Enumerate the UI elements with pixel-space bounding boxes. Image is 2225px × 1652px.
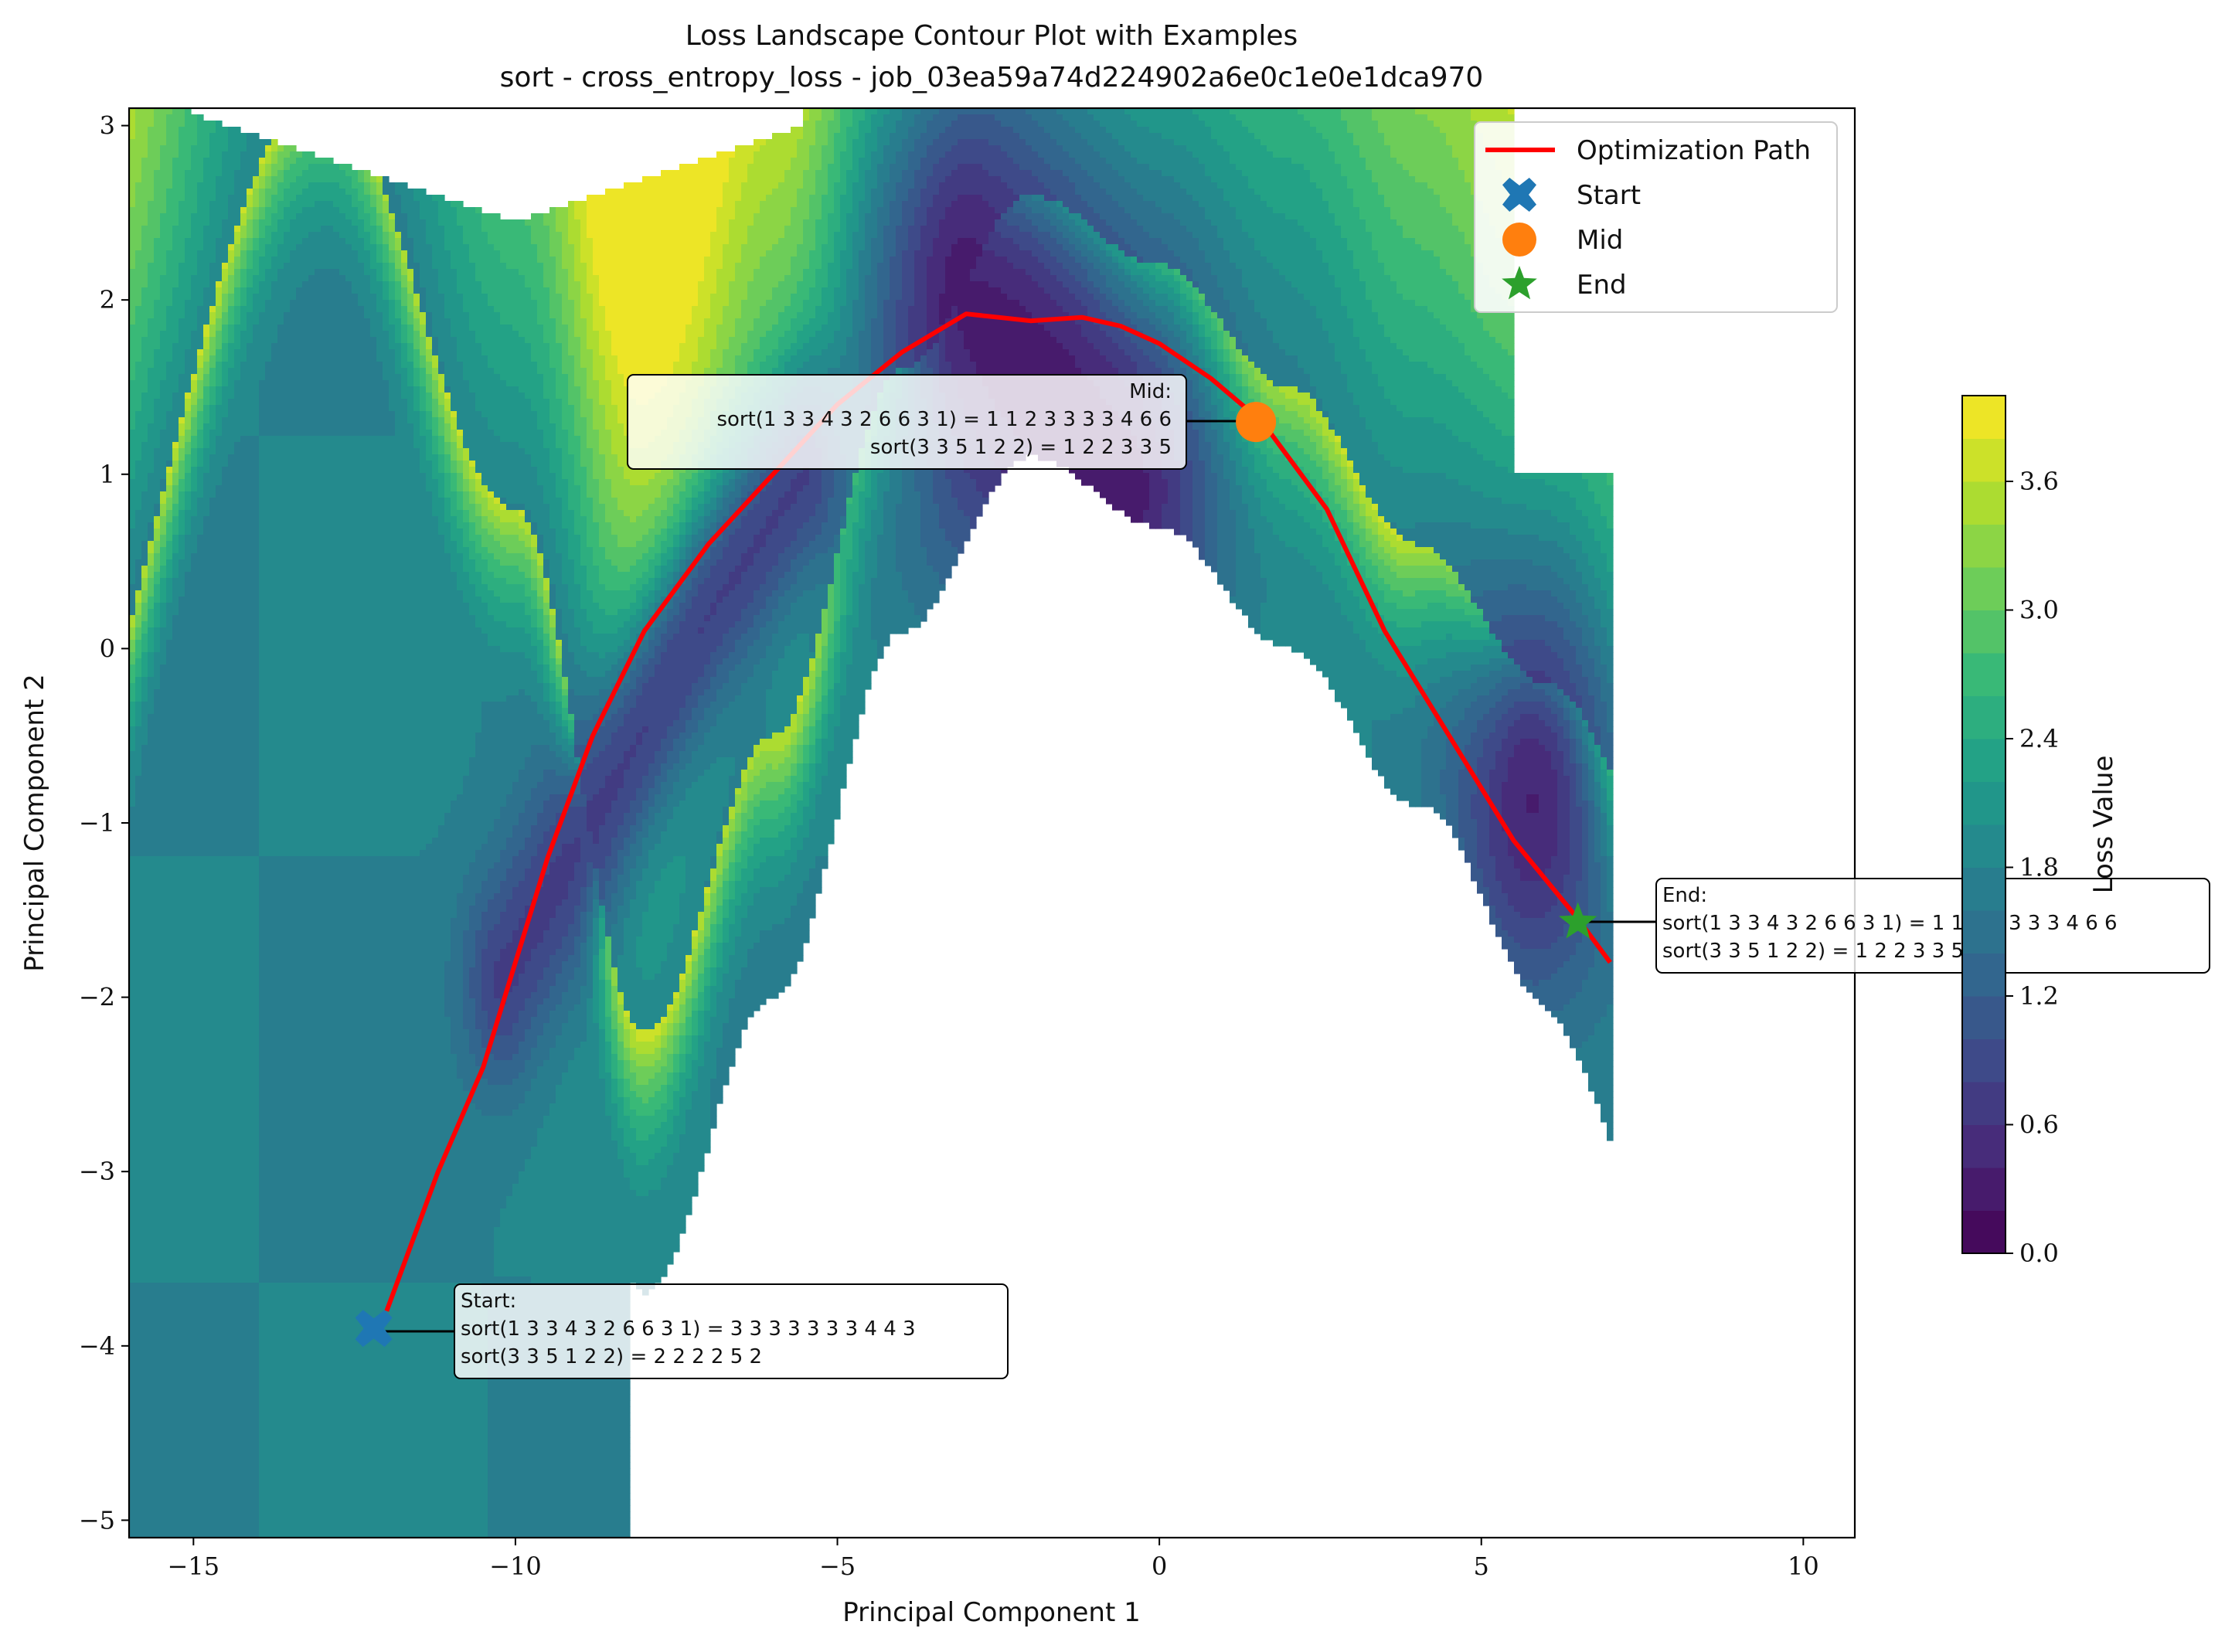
legend-label-path: Optimization Path [1577,135,1811,166]
legend-label-end: End [1577,270,1627,301]
colorbar-band [1962,1168,2006,1211]
annotation-start-header: Start: [461,1290,516,1313]
legend-label-mid: Mid [1577,225,1623,256]
colorbar-band [1962,396,2006,439]
y-tick-label: −5 [79,1505,115,1535]
x-tick-label: 0 [1152,1552,1167,1581]
colorbar-tick-label: 3.0 [2019,596,2059,625]
legend-label-start: Start [1577,180,1641,211]
x-tick-label: −15 [168,1552,220,1581]
colorbar-band [1962,567,2006,610]
y-tick-label: 2 [100,285,115,314]
annotation-start-line2: sort(3 3 5 1 2 2) = 2 2 2 2 5 2 [461,1345,762,1368]
x-axis-label: Principal Component 1 [842,1597,1141,1628]
marker-mid [1236,402,1276,442]
colorbar-band [1962,696,2006,739]
y-tick-label: 3 [100,111,115,141]
y-tick-label: −4 [79,1331,115,1361]
y-tick-label: −3 [79,1157,115,1186]
colorbar-band [1962,525,2006,568]
legend-swatch-mid [1502,223,1536,257]
y-tick-label: 0 [100,634,115,663]
colorbar-tick-label: 1.2 [2019,981,2059,1011]
x-tick-label: 5 [1474,1552,1489,1581]
colorbar-band [1962,1082,2006,1125]
chart-title: Loss Landscape Contour Plot with Example… [686,20,1298,52]
colorbar-tick-label: 0.0 [2019,1239,2059,1268]
colorbar-tick-label: 3.6 [2019,467,2059,496]
colorbar-band [1962,824,2006,868]
y-tick-label: −1 [79,808,115,838]
annotation-start: Start: sort(1 3 3 4 3 2 6 6 3 1) = 3 3 3… [375,1284,1008,1378]
colorbar-tick-label: 1.8 [2019,853,2059,882]
colorbar-band [1962,1039,2006,1083]
x-tick-label: 10 [1788,1552,1819,1581]
annotation-end-line1: sort(1 3 3 4 3 2 6 6 3 1) = 1 1 2 3 3 3 … [1662,912,2118,935]
colorbar-band [1962,653,2006,696]
colorbar-band [1962,868,2006,911]
colorbar-tick-label: 2.4 [2019,724,2059,753]
y-tick-label: −2 [79,983,115,1012]
colorbar-band [1962,439,2006,482]
colorbar-band [1962,910,2006,953]
colorbar-band [1962,610,2006,654]
annotation-mid: Mid: sort(1 3 3 4 3 2 6 6 3 1) = 1 1 2 3… [628,375,1257,469]
colorbar-band [1962,996,2006,1039]
y-tick-label: 1 [100,460,115,489]
y-axis-label: Principal Component 2 [19,674,50,972]
colorbar-band [1962,953,2006,997]
colorbar-band [1962,739,2006,782]
colorbar-band [1962,1125,2006,1168]
x-tick-label: −5 [819,1552,856,1581]
colorbar-band [1962,782,2006,825]
colorbar-band [1962,1211,2006,1254]
colorbar: 0.0 0.6 1.2 1.8 2.4 3.0 3.6 Loss Value [1962,396,2119,1268]
annotation-end-line2: sort(3 3 5 1 2 2) = 1 2 2 3 3 5 [1662,940,1964,963]
legend: Optimization Path Start Mid End [1475,122,1837,312]
annotation-end-header: End: [1662,884,1707,907]
annotation-mid-line2: sort(3 3 5 1 2 2) = 1 2 2 3 3 5 [870,436,1172,459]
colorbar-label: Loss Value [2088,756,2119,894]
colorbar-band [1962,481,2006,525]
annotation-mid-header: Mid: [1129,380,1172,403]
annotation-start-line1: sort(1 3 3 4 3 2 6 6 3 1) = 3 3 3 3 3 3 … [461,1317,916,1341]
chart-subtitle: sort - cross_entropy_loss - job_03ea59a7… [500,62,1484,93]
annotation-mid-line1: sort(1 3 3 4 3 2 6 6 3 1) = 1 1 2 3 3 3 … [716,408,1172,431]
colorbar-tick-label: 0.6 [2019,1110,2059,1140]
x-tick-label: −10 [489,1552,542,1581]
